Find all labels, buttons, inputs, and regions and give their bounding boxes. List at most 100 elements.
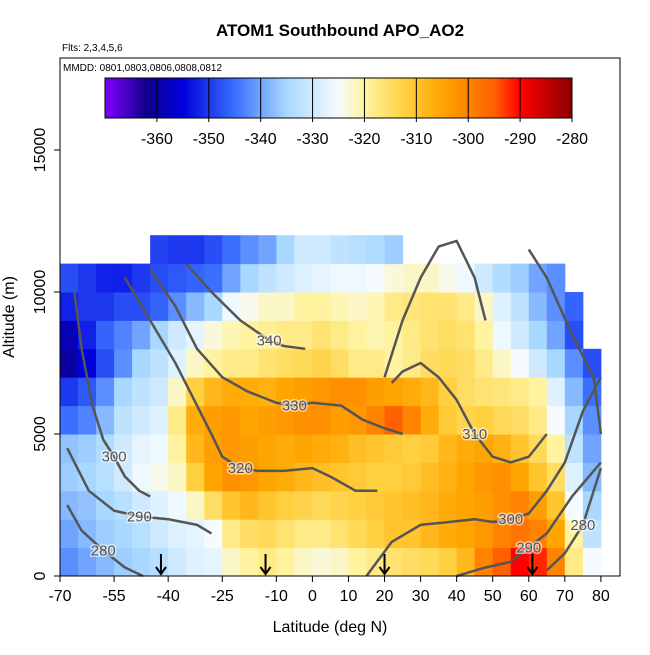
heat-cell: [240, 235, 259, 265]
heat-cell: [402, 490, 422, 520]
heat-cell: [132, 490, 151, 520]
colorbar-step: [416, 78, 420, 118]
colorbar-step: [411, 78, 415, 118]
colorbar-step: [372, 78, 376, 118]
heat-cell: [204, 434, 223, 463]
colorbar-step: [501, 78, 505, 118]
colorbar-step: [566, 78, 570, 118]
colorbar-step: [382, 78, 386, 118]
heat-cell: [438, 434, 458, 463]
colorbar-step: [442, 78, 446, 118]
colorbar-step: [496, 78, 500, 118]
heat-cell: [312, 292, 331, 321]
heat-cell: [438, 462, 458, 492]
heat-cell: [258, 405, 277, 435]
x-tick-label: 70: [556, 588, 574, 605]
colorbar-step: [268, 78, 272, 118]
heat-cell: [78, 490, 97, 520]
heat-cell: [276, 292, 295, 321]
colorbar-step: [403, 78, 407, 118]
heat-cell: [168, 320, 187, 350]
heat-cell: [222, 263, 241, 293]
colorbar-step: [494, 78, 498, 118]
heat-cell: [420, 348, 440, 378]
contour-label: 300: [498, 511, 523, 528]
x-tick-label: 20: [376, 588, 394, 605]
colorbar-step: [276, 78, 280, 118]
heat-cell: [60, 519, 79, 549]
heat-cell: [60, 263, 79, 293]
heat-cell: [78, 320, 97, 350]
heat-cell: [132, 547, 151, 577]
x-tick-label: 50: [484, 588, 502, 605]
contour-line: [383, 239, 487, 378]
x-tick-label: -40: [157, 588, 180, 605]
colorbar-step: [478, 78, 482, 118]
colorbar-step: [387, 78, 391, 118]
colorbar-step: [380, 78, 384, 118]
heat-cell: [348, 377, 368, 407]
colorbar-step: [190, 78, 194, 118]
heat-cell: [168, 235, 187, 265]
colorbar-step: [390, 78, 394, 118]
colorbar-step: [346, 78, 350, 118]
heat-cell: [60, 292, 79, 321]
colorbar-step: [151, 78, 155, 118]
heat-cell: [312, 263, 331, 293]
heat-cell: [528, 377, 548, 407]
colorbar-step: [499, 78, 503, 118]
heat-cell: [186, 348, 205, 378]
colorbar-step: [195, 78, 199, 118]
arrow: [378, 554, 391, 576]
heat-cell: [474, 490, 494, 520]
colorbar-step: [470, 78, 474, 118]
colorbar-step: [138, 78, 142, 118]
colorbar-step: [117, 78, 121, 118]
colorbar-step: [278, 78, 282, 118]
heat-cell: [510, 547, 530, 577]
colorbar-step: [250, 78, 254, 118]
contour-label: 340: [257, 332, 282, 349]
heat-cell: [402, 547, 422, 577]
heat-cell: [348, 348, 368, 378]
heat-cell: [528, 348, 548, 378]
heat-cell: [348, 434, 368, 463]
heat-cell: [510, 348, 530, 378]
heat-cell: [546, 292, 566, 321]
plot-frame: [59, 57, 621, 577]
heat-cell: [168, 434, 187, 463]
colorbar-step: [188, 78, 192, 118]
colorbar-step: [522, 78, 526, 118]
colorbar-step: [455, 78, 459, 118]
heat-cell: [402, 377, 422, 407]
colorbar-step: [398, 78, 402, 118]
colorbar-step: [540, 78, 544, 118]
heat-cell: [330, 405, 349, 435]
heat-cell: [240, 320, 259, 350]
colorbar-step: [520, 78, 524, 118]
colorbar-step: [271, 78, 275, 118]
colorbar-step: [444, 78, 448, 118]
heat-cell: [510, 292, 530, 321]
colorbar-step: [354, 78, 358, 118]
heat-cell: [348, 263, 368, 293]
heat-cell: [222, 320, 241, 350]
colorbar-step: [239, 78, 243, 118]
x-tick-label: 30: [412, 588, 430, 605]
heat-cell: [474, 519, 494, 549]
colorbar-step: [488, 78, 492, 118]
heat-cell: [240, 348, 259, 378]
heat-cell: [384, 434, 404, 463]
x-tick-label: -55: [103, 588, 126, 605]
colorbar-step: [333, 78, 337, 118]
heat-cell: [384, 405, 404, 435]
contour-line: [66, 447, 213, 535]
heat-cell: [276, 434, 295, 463]
heat-cell: [186, 434, 205, 463]
heat-cell: [402, 292, 422, 321]
colorbar-step: [232, 78, 236, 118]
heat-cell: [330, 235, 349, 265]
arrow: [526, 554, 539, 576]
heat-cell: [420, 462, 440, 492]
heat-cell: [402, 320, 422, 350]
